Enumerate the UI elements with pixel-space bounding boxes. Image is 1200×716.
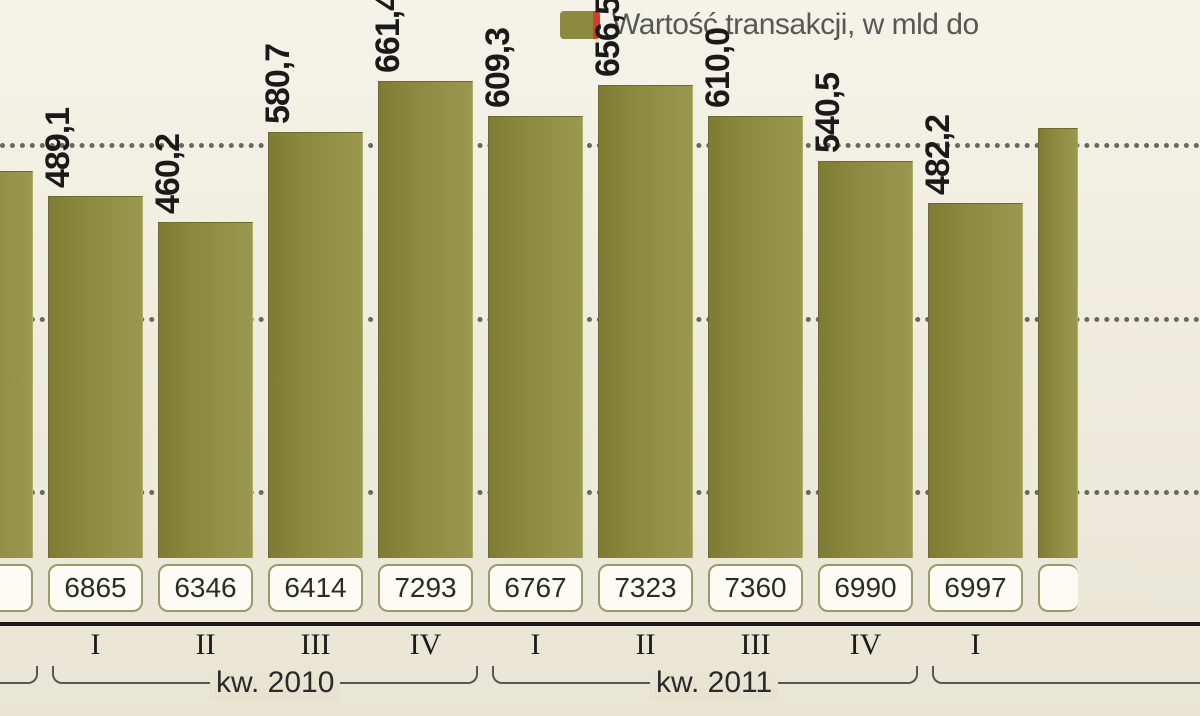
bar <box>158 222 253 558</box>
bar-wrap: 656,5 <box>598 56 693 558</box>
bar-value-label: 460,2 <box>149 134 188 214</box>
x-axis-line <box>0 622 1200 626</box>
bracket-label: kw. 2011 <box>650 666 778 700</box>
bar-wrap <box>1038 56 1078 558</box>
bar <box>818 161 913 558</box>
quarter-label: II <box>598 628 693 668</box>
bar-wrap: 661,4 <box>378 56 473 558</box>
bar <box>708 116 803 558</box>
bar-value-label: 656,5 <box>589 0 628 77</box>
bar-wrap: 460,2 <box>158 56 253 558</box>
quarter-label: I <box>928 628 1023 668</box>
count-box: 7360 <box>708 564 803 612</box>
count-box: 7293 <box>378 564 473 612</box>
group-brackets: kw. 2010 kw. 2011 <box>0 666 1200 714</box>
count-box: 6997 <box>928 564 1023 612</box>
bracket-label: kw. 2010 <box>210 666 340 700</box>
quarter-label: V <box>0 628 33 668</box>
bar <box>48 196 143 558</box>
bar <box>268 132 363 558</box>
count-box: 58 <box>0 564 33 612</box>
bar-wrap: 540,5 <box>818 56 913 558</box>
quarter-label: I <box>48 628 143 668</box>
bracket <box>0 666 38 684</box>
bar <box>378 81 473 558</box>
bar-wrap: 489,1 <box>48 56 143 558</box>
chart-area: 519,8 489,1 460,2 580,7 661,4 609,3 656,… <box>0 56 1200 558</box>
bar-value-label: 580,7 <box>259 44 298 124</box>
bar-value-label: 489,1 <box>39 108 78 188</box>
quarter-label: I <box>488 628 583 668</box>
bar-wrap: 482,2 <box>928 56 1023 558</box>
count-box <box>1038 564 1078 612</box>
count-box: 6346 <box>158 564 253 612</box>
quarter-label: IV <box>378 628 473 668</box>
count-box: 6767 <box>488 564 583 612</box>
bar-value-label: 610,0 <box>699 28 738 108</box>
bar <box>1038 128 1078 558</box>
bar <box>0 171 33 558</box>
bar-wrap: 580,7 <box>268 56 363 558</box>
bar-value-label: 482,2 <box>919 115 958 195</box>
quarter-label: IV <box>818 628 913 668</box>
bar-wrap: 609,3 <box>488 56 583 558</box>
legend-text: Wartość transakcji, w mld do <box>612 8 979 42</box>
bar-value-label: 661,4 <box>369 0 408 73</box>
bar-wrap: 610,0 <box>708 56 803 558</box>
quarter-label: II <box>158 628 253 668</box>
count-box: 7323 <box>598 564 693 612</box>
bars-container: 519,8 489,1 460,2 580,7 661,4 609,3 656,… <box>0 56 1200 558</box>
count-box: 6865 <box>48 564 143 612</box>
count-boxes-row: 58 6865 6346 6414 7293 6767 7323 7360 69… <box>0 564 1200 620</box>
x-axis-labels: V I II III IV I II III IV I <box>0 628 1200 668</box>
bar <box>598 85 693 558</box>
bar-wrap: 519,8 <box>0 56 33 558</box>
bar <box>488 116 583 558</box>
quarter-label: III <box>268 628 363 668</box>
quarter-label: III <box>708 628 803 668</box>
count-box: 6990 <box>818 564 913 612</box>
bar-value-label: 540,5 <box>809 73 848 153</box>
bracket <box>932 666 1200 684</box>
bar <box>928 203 1023 558</box>
count-box: 6414 <box>268 564 363 612</box>
bar-value-label: 609,3 <box>479 28 518 108</box>
